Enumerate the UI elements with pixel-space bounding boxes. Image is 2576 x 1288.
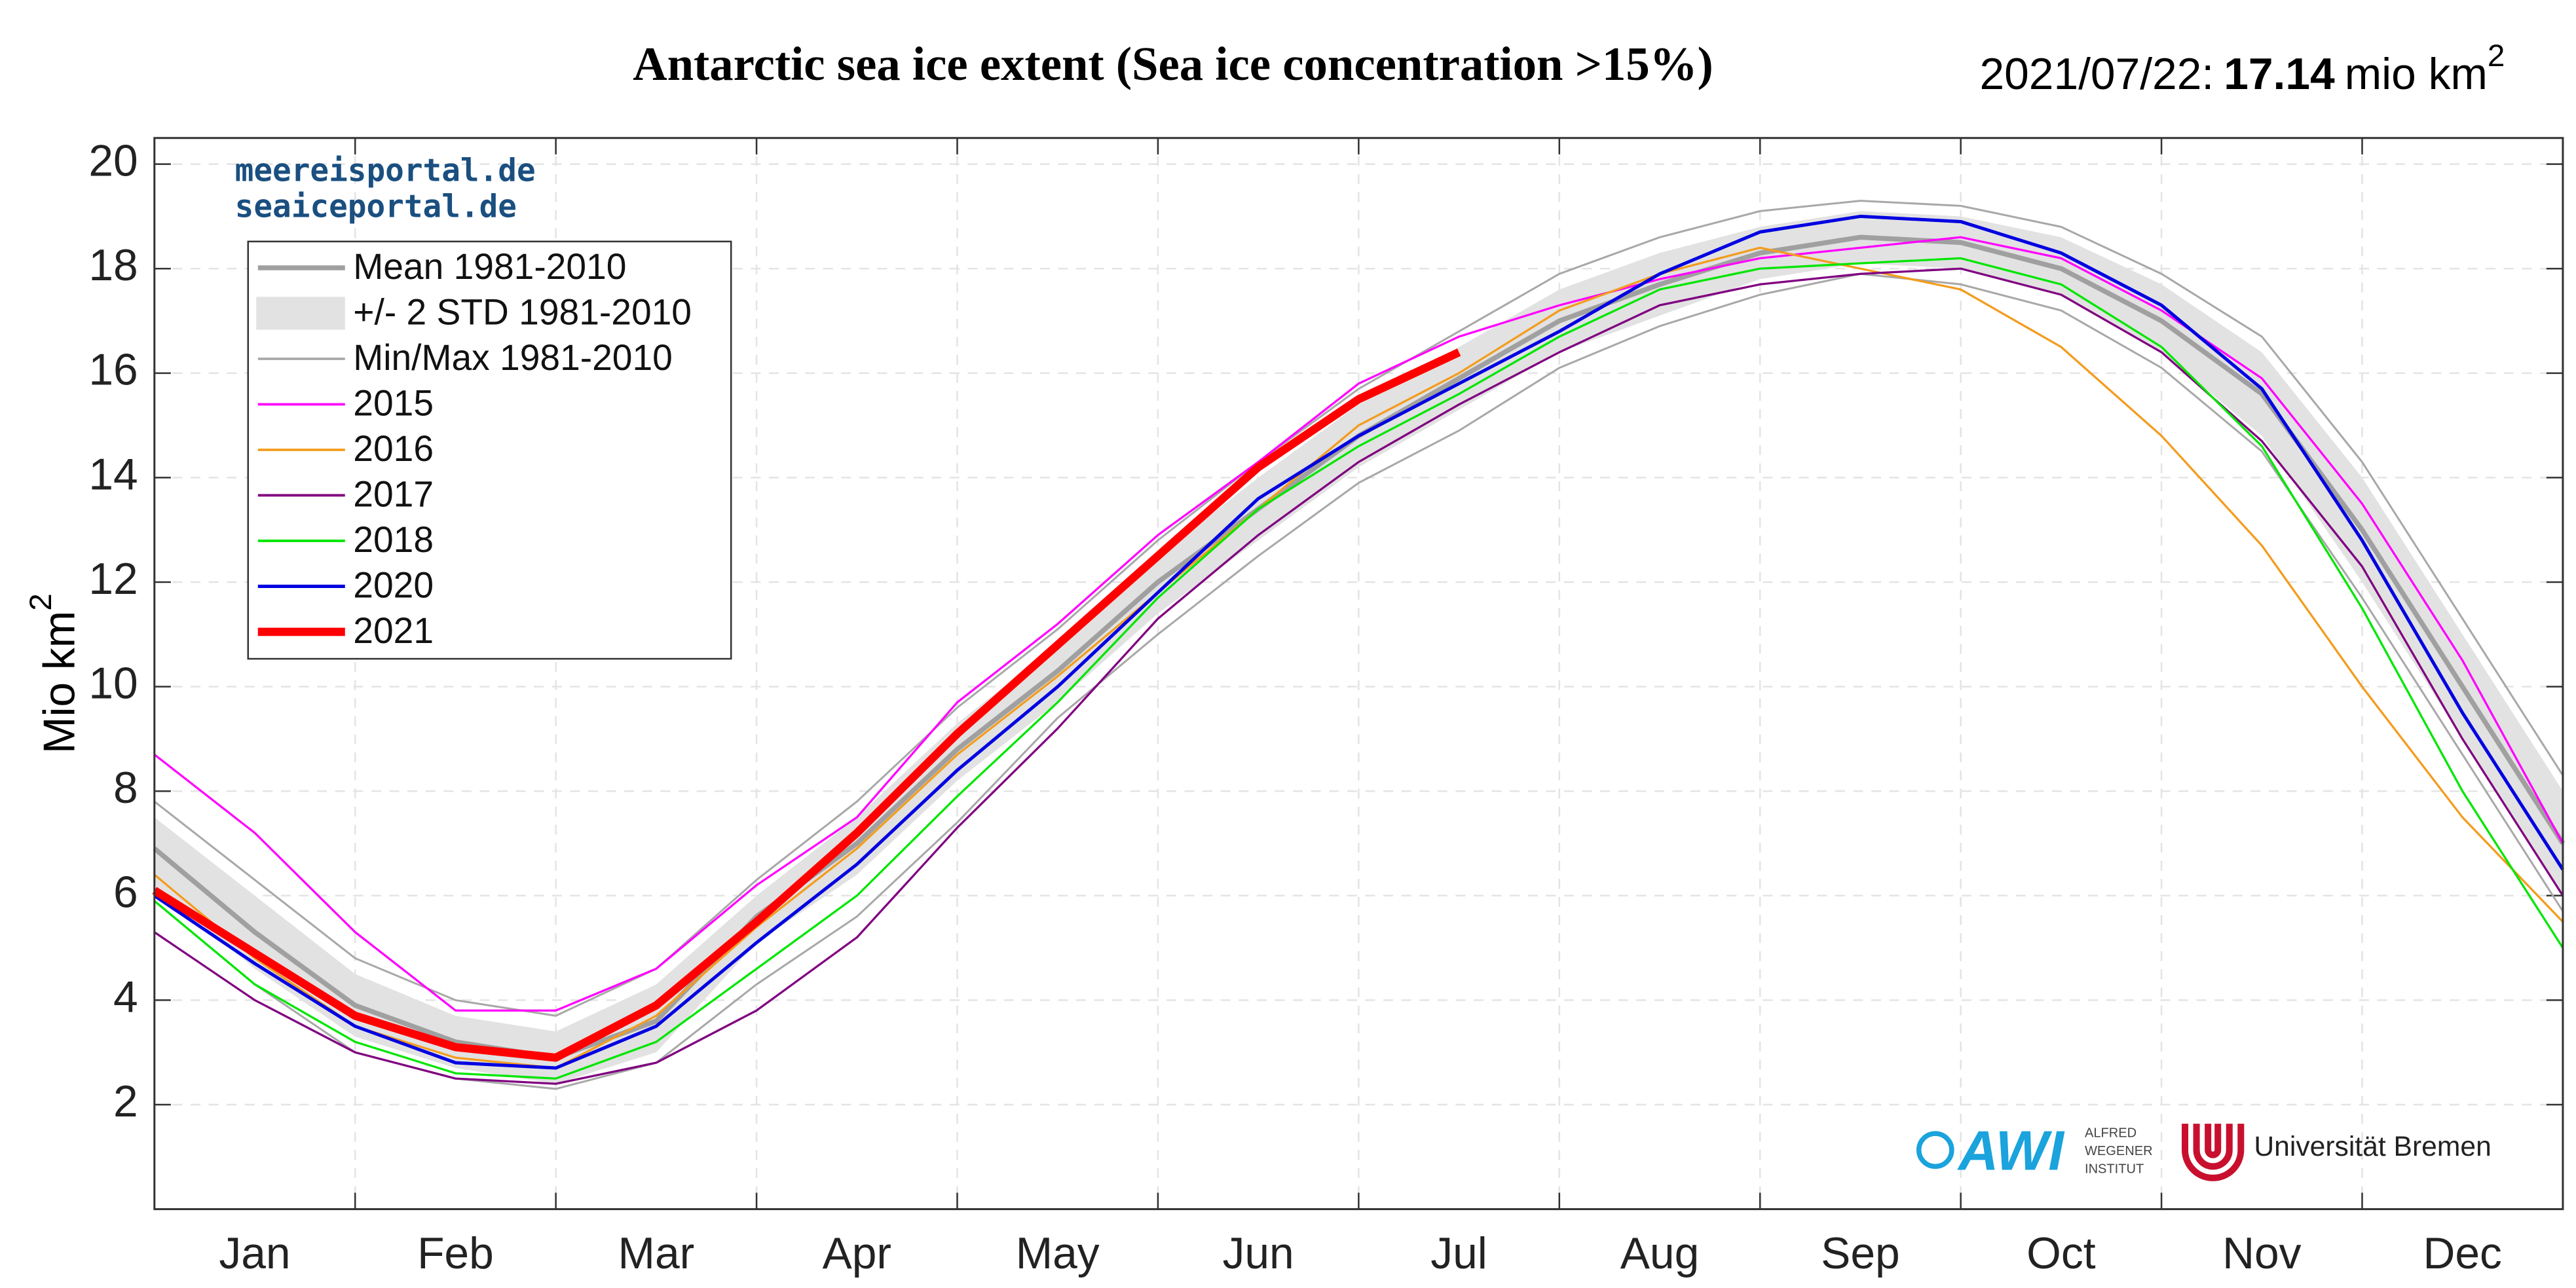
x-tick-label: Jul: [1430, 1229, 1487, 1278]
legend-label: Min/Max 1981-2010: [353, 337, 673, 378]
x-tick-label: Oct: [2026, 1229, 2096, 1278]
series-line: [152, 348, 1461, 1062]
x-tick-label: May: [1016, 1229, 1100, 1278]
awi-logo: AWI ALFRED WEGENER INSTITUT: [1916, 1120, 2153, 1182]
x-tick-label: Aug: [1620, 1229, 1699, 1278]
bremen-logo: Universität Bremen: [2182, 1124, 2492, 1181]
legend-swatch: [256, 297, 345, 330]
legend-label: 2015: [353, 383, 434, 424]
y-axis-label: Mio km2: [24, 593, 84, 754]
bremen-text: Universität Bremen: [2254, 1131, 2491, 1162]
chart-title: Antarctic sea ice extent (Sea ice concen…: [633, 37, 1713, 90]
minmax-line: [153, 200, 2564, 1017]
x-tick-label: Mar: [618, 1229, 695, 1278]
awi-text: WEGENER: [2085, 1144, 2153, 1158]
plot-area: Jan Feb Mar Apr May Jun Jul Aug Sep Oct Nov Dec 2 4 6 8…: [88, 137, 2566, 1278]
y-tick-label: 20: [88, 137, 138, 186]
annotation-date: 2021/07/22:: [1979, 50, 2214, 99]
minmax-line: [153, 272, 2564, 1090]
series-line: [153, 236, 2564, 1012]
plot-frame: [153, 137, 2564, 1211]
awi-text: INSTITUT: [2085, 1162, 2144, 1177]
series-line: [153, 267, 2564, 1085]
std-band: [154, 211, 2563, 1084]
y-tick-label: 6: [113, 868, 138, 917]
y-tick-label: 4: [113, 972, 138, 1021]
awi-globe: [1916, 1131, 1954, 1169]
y-tick-label: 10: [88, 659, 138, 708]
watermark: meereisportal.de: [235, 153, 536, 189]
y-tick-label: 12: [88, 555, 138, 604]
legend-label: 2018: [353, 519, 434, 560]
watermark: seaiceportal.de: [235, 189, 517, 225]
bremen-emblem: [2182, 1124, 2245, 1181]
annotation-value: 17.14: [2224, 50, 2335, 99]
x-tick-label: Dec: [2423, 1229, 2502, 1278]
x-tick-label: Jun: [1223, 1229, 1294, 1278]
legend-label: 2016: [353, 428, 434, 469]
series-line: [153, 214, 2565, 1070]
series-line: [153, 257, 2564, 1080]
legend-label: 2020: [353, 565, 434, 606]
annotation-unit: mio km: [2345, 50, 2488, 99]
x-tick-label: Jan: [219, 1229, 290, 1278]
annotation: 2021/07/22: 17.14 mio km2: [1979, 38, 2505, 98]
y-label-sup: 2: [24, 593, 58, 611]
legend-label: Mean 1981-2010: [353, 246, 626, 287]
x-tick-label: Feb: [417, 1229, 494, 1278]
awi-mark: AWI: [1957, 1120, 2065, 1182]
legend-label: 2017: [353, 474, 434, 515]
legend-label: +/- 2 STD 1981-2010: [353, 292, 692, 333]
y-tick-label: 2: [113, 1077, 138, 1126]
awi-text: ALFRED: [2085, 1126, 2137, 1140]
y-tick-label: 16: [88, 346, 138, 395]
y-tick-label: 14: [88, 450, 138, 499]
x-tick-label: Nov: [2222, 1229, 2302, 1278]
x-tick-label: Apr: [823, 1229, 891, 1278]
legend: Mean 1981-2010 +/- 2 STD 1981-2010Min/Max…: [247, 240, 732, 660]
x-tick-label: Sep: [1821, 1229, 1899, 1278]
y-tick-label: 8: [113, 764, 138, 813]
annotation-unit-sup: 2: [2488, 38, 2505, 73]
y-tick-label: 18: [88, 241, 138, 290]
legend-label: 2021: [353, 610, 434, 651]
y-label: Mio km: [35, 611, 84, 754]
